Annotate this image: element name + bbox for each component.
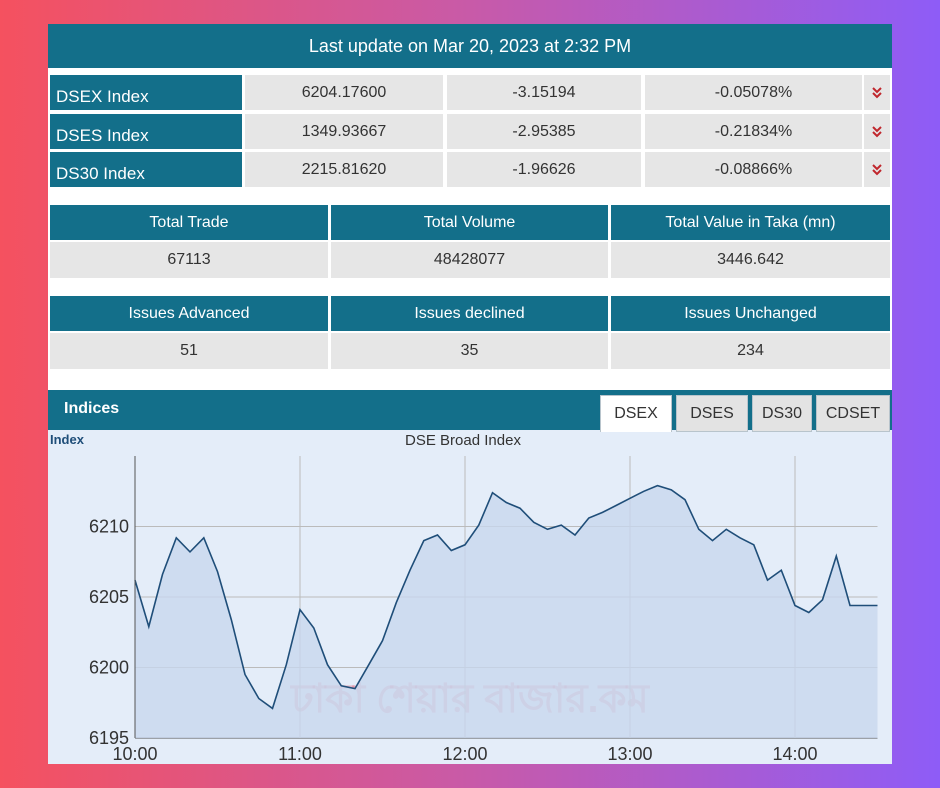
area [135, 485, 878, 738]
tab[interactable]: DSES [676, 395, 748, 432]
y-tick-label: 6200 [89, 658, 129, 678]
table-header: Total Value in Taka (mn) [611, 205, 890, 240]
index-value: 1349.93667 [245, 114, 443, 149]
table-header: Issues declined [331, 296, 608, 331]
table-value: 67113 [50, 242, 328, 278]
index-change: -2.95385 [447, 114, 641, 149]
x-tick-label: 14:00 [772, 744, 817, 764]
y-tick-label: 6210 [89, 517, 129, 537]
y-axis-label: Index [50, 432, 85, 447]
table-header: Total Trade [50, 205, 328, 240]
x-tick-label: 13:00 [607, 744, 652, 764]
arrow-icon [872, 86, 882, 98]
down-arrow [864, 152, 890, 187]
arrow-icon [872, 163, 882, 175]
table-value: 3446.642 [611, 242, 890, 278]
index-name: DS30 Index [50, 152, 242, 187]
chart-title: DSE Broad Index [405, 432, 521, 449]
down-arrow [864, 114, 890, 149]
index-percent: -0.08866% [645, 152, 862, 187]
table-header: Total Volume [331, 205, 608, 240]
y-tick-label: 6205 [89, 587, 129, 607]
table-value: 234 [611, 333, 890, 369]
x-tick-label: 10:00 [112, 744, 157, 764]
index-change: -1.96626 [447, 152, 641, 187]
arrow-icon [872, 125, 882, 137]
indices-bar [48, 390, 892, 430]
index-change: -3.15194 [447, 75, 641, 110]
tab[interactable]: DS30 [752, 395, 812, 432]
table-value: 48428077 [331, 242, 608, 278]
tab[interactable]: DSEX [600, 395, 672, 432]
table-value: 51 [50, 333, 328, 369]
table-header: Issues Unchanged [611, 296, 890, 331]
table-header: Issues Advanced [50, 296, 328, 331]
x-tick-label: 12:00 [442, 744, 487, 764]
index-percent: -0.05078% [645, 75, 862, 110]
index-name: DSEX Index [50, 75, 242, 110]
x-tick-label: 11:00 [278, 744, 322, 764]
table-value: 35 [331, 333, 608, 369]
update-header: Last update on Mar 20, 2023 at 2:32 PM [48, 24, 892, 68]
indices-title: Indices [64, 400, 120, 417]
line [134, 484, 878, 710]
index-percent: -0.21834% [645, 114, 862, 149]
down-arrow [864, 75, 890, 110]
index-value: 6204.17600 [245, 75, 443, 110]
index-value: 2215.81620 [245, 152, 443, 187]
y-tick-label: 6195 [89, 728, 129, 748]
tab[interactable]: CDSET [816, 395, 890, 432]
index-name: DSES Index [50, 114, 242, 149]
